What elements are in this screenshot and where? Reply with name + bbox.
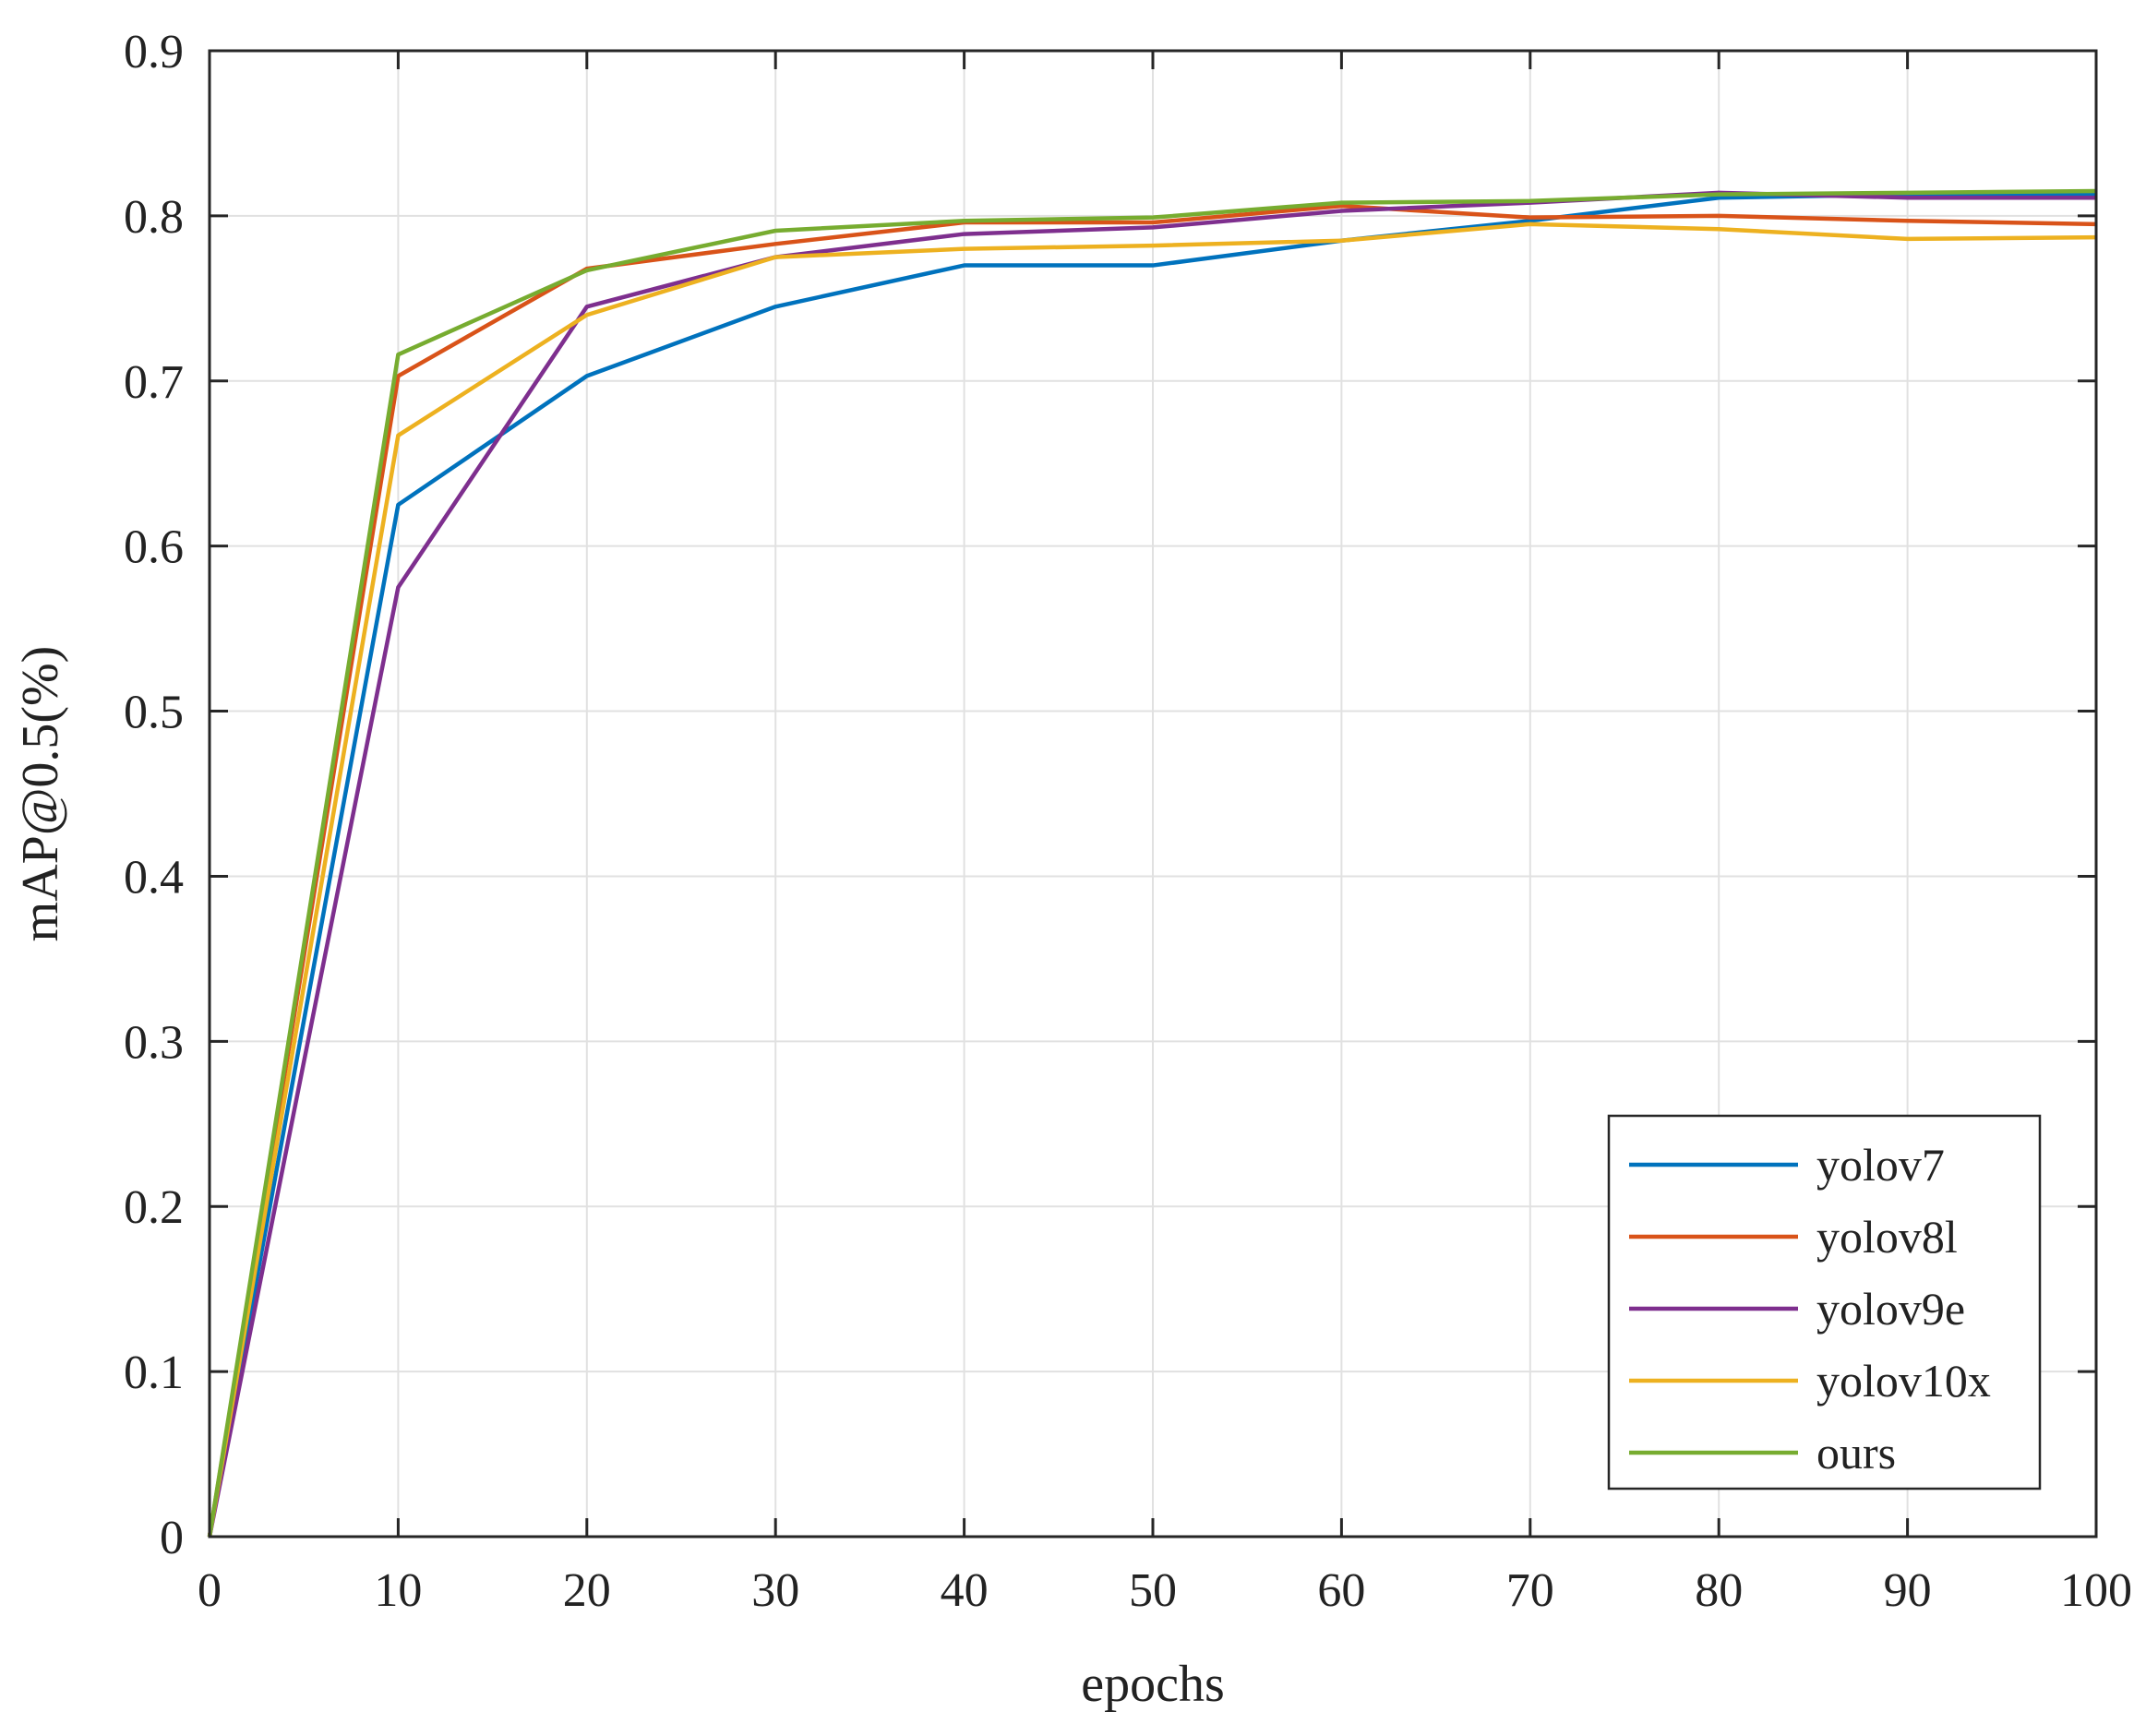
x-tick-label: 60 — [1317, 1564, 1365, 1617]
legend-label-ours: ours — [1816, 1427, 1896, 1479]
y-tick-label: 0.5 — [124, 687, 184, 739]
ticks — [208, 49, 2098, 1538]
x-tick-label: 20 — [563, 1564, 611, 1617]
x-tick-label: 90 — [1884, 1564, 1932, 1617]
legend-box — [1607, 1114, 2042, 1491]
series-line-yolov8l — [207, 203, 2097, 1538]
legend-label-yolov10x: yolov10x — [1816, 1355, 1991, 1407]
y-tick-label: 0.3 — [124, 1016, 184, 1069]
y-tick-label: 0.1 — [124, 1347, 184, 1399]
x-tick-label: 50 — [1129, 1564, 1177, 1617]
x-tick-label: 70 — [1506, 1564, 1554, 1617]
y-tick-label: 0 — [160, 1512, 184, 1564]
legend-label-yolov9e: yolov9e — [1816, 1283, 1965, 1335]
x-axis-title: epochs — [1081, 1656, 1225, 1713]
series-line-ours — [207, 188, 2097, 1538]
x-tick-label: 0 — [198, 1564, 222, 1617]
series-lines — [207, 188, 2097, 1538]
y-tick-label: 0.7 — [124, 356, 184, 409]
y-tick-label: 0.6 — [124, 521, 184, 574]
x-tick-label: 30 — [751, 1564, 799, 1617]
y-tick-label: 0.9 — [124, 26, 184, 78]
y-tick-label: 0.4 — [124, 851, 184, 904]
y-axis-title: mAP@0.5(%) — [12, 646, 69, 942]
x-tick-label: 40 — [941, 1564, 989, 1617]
series-line-yolov7 — [207, 192, 2096, 1538]
y-tick-label: 0.8 — [124, 191, 184, 244]
legend-label-yolov7: yolov7 — [1816, 1139, 1945, 1191]
tick-labels: 0 10 20 30 40 50 60 70 80 90 100 0 0.1 0.2 0.3 0.4 0.5 0.… — [124, 26, 2132, 1617]
legend-label-yolov8l: yolov8l — [1816, 1211, 1958, 1263]
series-line-yolov10x — [207, 221, 2097, 1538]
x-tick-label: 80 — [1695, 1564, 1743, 1617]
y-tick-label: 0.2 — [124, 1181, 184, 1234]
legend: yolov7 yolov8l yolov9e yolov10x ours — [1607, 1114, 2042, 1491]
x-tick-label: 100 — [2060, 1564, 2132, 1617]
x-tick-label: 10 — [374, 1564, 422, 1617]
